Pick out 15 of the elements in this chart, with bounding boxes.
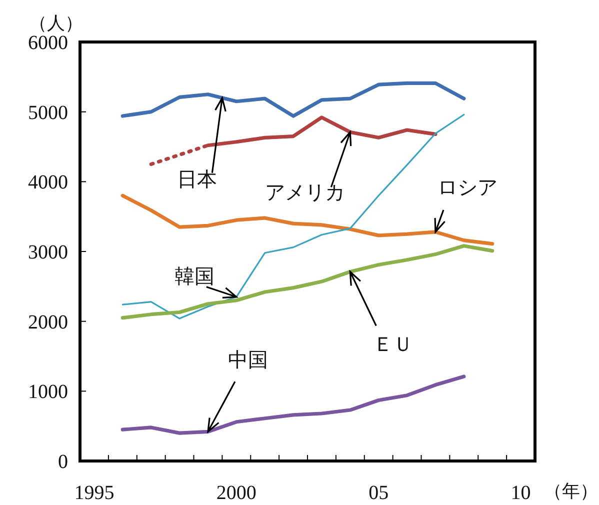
x-axis-title: （年） bbox=[544, 481, 598, 501]
y-tick-label: 4000 bbox=[28, 172, 68, 194]
x-tick-label: 05 bbox=[368, 482, 389, 504]
y-tick-label: 1000 bbox=[28, 381, 68, 404]
y-tick-label: 0 bbox=[58, 451, 68, 473]
y-tick-label: 5000 bbox=[28, 102, 68, 124]
y-tick-label: 6000 bbox=[28, 32, 68, 54]
x-tick-label: 1995 bbox=[74, 482, 114, 504]
series-label: 韓国 bbox=[174, 266, 214, 288]
y-tick-label: 2000 bbox=[28, 311, 68, 334]
x-tick-label: 10 bbox=[510, 482, 531, 504]
x-tick-label: 2000 bbox=[216, 482, 256, 504]
series-label: ロシア bbox=[437, 176, 498, 199]
y-tick-label: 3000 bbox=[28, 242, 68, 264]
y-axis-title: （人） bbox=[29, 13, 83, 33]
